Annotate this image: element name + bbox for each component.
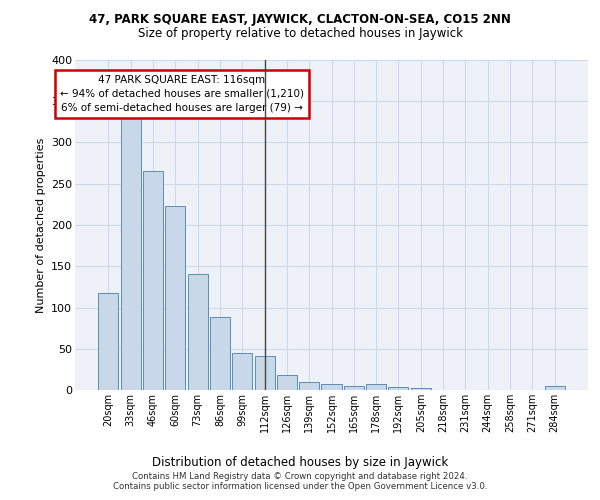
Bar [165,206,185,390]
Bar [411,388,431,390]
Bar [121,116,141,390]
Bar [344,386,364,390]
Bar [98,294,118,390]
Text: 47, PARK SQUARE EAST, JAYWICK, CLACTON-ON-SEA, CO15 2NN: 47, PARK SQUARE EAST, JAYWICK, CLACTON-O… [89,12,511,26]
Text: Contains HM Land Registry data © Crown copyright and database right 2024.: Contains HM Land Registry data © Crown c… [132,472,468,481]
Bar [232,353,252,390]
Text: Distribution of detached houses by size in Jaywick: Distribution of detached houses by size … [152,456,448,469]
Bar [366,384,386,390]
Bar [210,316,230,390]
Bar [254,356,275,390]
Bar [545,386,565,390]
Text: Size of property relative to detached houses in Jaywick: Size of property relative to detached ho… [137,28,463,40]
Bar [277,375,297,390]
Bar [322,384,341,390]
Bar [388,386,409,390]
Bar [188,274,208,390]
Text: 47 PARK SQUARE EAST: 116sqm
← 94% of detached houses are smaller (1,210)
6% of s: 47 PARK SQUARE EAST: 116sqm ← 94% of det… [60,75,304,113]
Bar [143,170,163,390]
Bar [299,382,319,390]
Y-axis label: Number of detached properties: Number of detached properties [35,138,46,312]
Text: Contains public sector information licensed under the Open Government Licence v3: Contains public sector information licen… [113,482,487,491]
